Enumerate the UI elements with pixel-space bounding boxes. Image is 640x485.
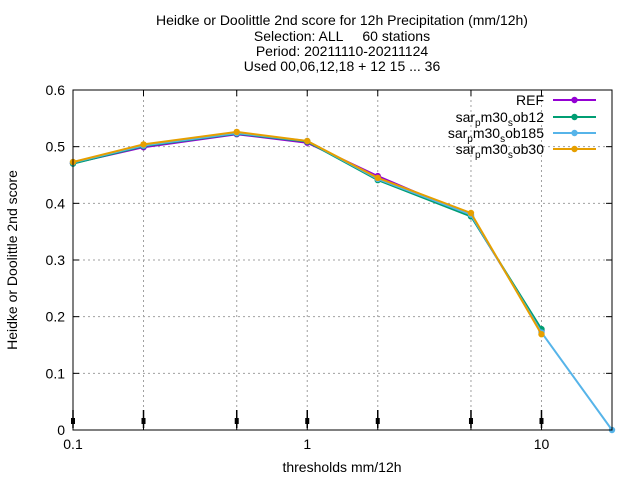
series-lines bbox=[69, 128, 616, 434]
series-line-2 bbox=[72, 132, 613, 431]
legend-label: sarpm30sob30 bbox=[456, 141, 545, 161]
x-tick-label: 1 bbox=[303, 436, 311, 452]
series-point bbox=[467, 209, 475, 217]
y-tick-label: 0.6 bbox=[46, 82, 66, 98]
x-tick-label: 10 bbox=[534, 436, 550, 452]
series-point bbox=[538, 331, 545, 338]
threshold-marker-point bbox=[375, 418, 380, 424]
legend-label: sarpm30sob12 bbox=[456, 109, 545, 129]
legend-swatch-point bbox=[571, 96, 578, 104]
legend-label: REF bbox=[516, 92, 544, 108]
legend-label: sarpm30sob185 bbox=[448, 125, 544, 145]
y-tick-label: 0.5 bbox=[46, 139, 66, 155]
title-line-2: Selection: ALL 60 stations bbox=[254, 28, 430, 44]
x-tick-label: 0.1 bbox=[63, 436, 83, 452]
threshold-marker-point bbox=[305, 418, 310, 424]
threshold-marker-point bbox=[234, 418, 239, 424]
series-point bbox=[233, 128, 240, 136]
title-line-1: Heidke or Doolittle 2nd score for 12h Pr… bbox=[156, 12, 528, 28]
title-line-4: Used 00,06,12,18 + 12 15 ... 36 bbox=[244, 58, 441, 74]
series-point bbox=[374, 174, 381, 182]
threshold-marker-point bbox=[141, 418, 146, 424]
threshold-marker-point bbox=[468, 418, 473, 424]
threshold-marker-point bbox=[539, 418, 544, 424]
legend-swatch-point bbox=[571, 113, 578, 121]
y-tick-label: 0.1 bbox=[46, 365, 66, 381]
axis-ticks: 00.10.20.30.40.50.60.1 1 10 bbox=[46, 82, 613, 452]
y-tick-label: 0.3 bbox=[46, 252, 66, 268]
series-point bbox=[304, 137, 311, 145]
y-tick-label: 0.2 bbox=[46, 309, 66, 325]
y-tick-label: 0 bbox=[57, 422, 65, 438]
chart-title: Heidke or Doolittle 2nd score for 12h Pr… bbox=[156, 12, 528, 74]
y-tick-label: 0.4 bbox=[46, 195, 66, 211]
y-axis-label: Heidke or Doolittle 2nd score bbox=[4, 170, 20, 350]
legend-swatch-point bbox=[571, 145, 578, 153]
series-point bbox=[140, 141, 147, 148]
x-axis-label: thresholds mm/12h bbox=[282, 459, 401, 475]
series-line-3 bbox=[72, 130, 543, 335]
grid bbox=[73, 90, 612, 430]
legend-swatch-point bbox=[571, 129, 578, 137]
title-line-3: Period: 20211110-20211124 bbox=[256, 43, 429, 59]
